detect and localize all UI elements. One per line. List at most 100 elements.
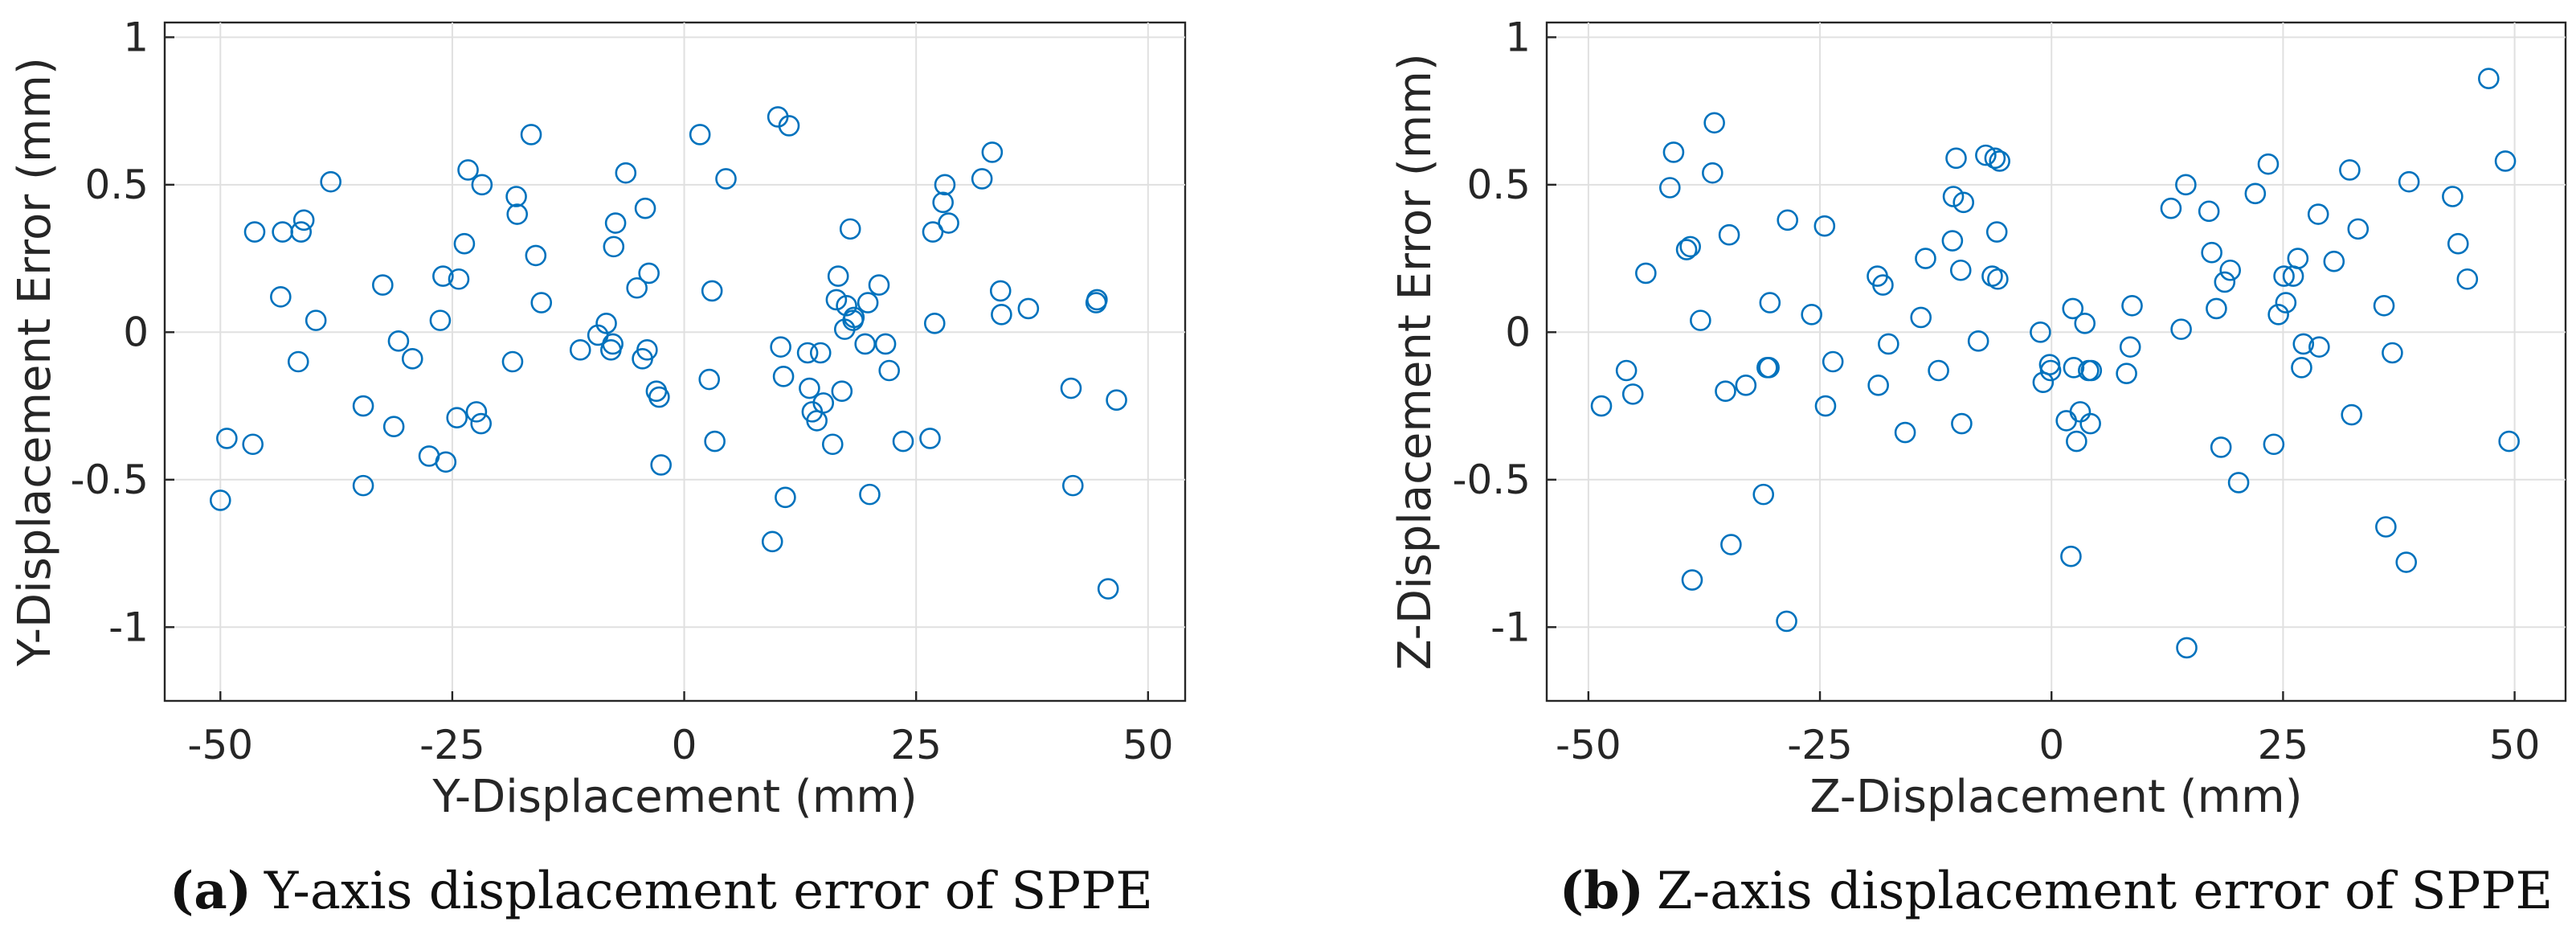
panel-b-data-point bbox=[2063, 357, 2085, 379]
panel-b: -50 -25 0 25 50 -1 -0.5 0 0.5 1 Z-Displacement (m… bbox=[1389, 14, 2567, 921]
panel-a-data-point bbox=[836, 294, 857, 317]
panel-b-data-point bbox=[1702, 162, 1723, 184]
panel-b-data-point bbox=[2060, 545, 2082, 567]
panel-b-data-point bbox=[1777, 209, 1799, 231]
panel-b-data-point bbox=[1813, 215, 1836, 237]
panel-b-data-point bbox=[2263, 433, 2285, 456]
panel-b-ticks: -50 -25 0 25 50 -1 -0.5 0 0.5 1 bbox=[1452, 14, 2540, 768]
panel-b-data-point bbox=[2494, 150, 2517, 172]
panel-b-data-point bbox=[1635, 262, 1657, 285]
panel-a-x-tick-label: -50 bbox=[187, 722, 253, 768]
panel-b-data-point bbox=[1718, 223, 1740, 246]
panel-b-data-point bbox=[1615, 359, 1638, 382]
panel-b-data-point bbox=[2308, 336, 2330, 358]
panel-a-y-tick-label: 0.5 bbox=[84, 162, 149, 208]
panel-b-data-point bbox=[2210, 436, 2232, 458]
panel-b-data-point bbox=[2498, 430, 2520, 453]
panel-a-data-point bbox=[839, 218, 861, 240]
panel-a-data-point bbox=[595, 312, 617, 334]
panel-b-y-tick-label: 1 bbox=[1505, 14, 1531, 60]
panel-b-data-point bbox=[1801, 303, 1822, 326]
panel-b-data-point bbox=[1928, 359, 1949, 382]
panel-b-data-point bbox=[2116, 363, 2137, 384]
panel-b-data-point bbox=[2292, 333, 2315, 355]
panel-b-x-axis-label: Z-Displacement (mm) bbox=[1809, 771, 2302, 823]
panel-b-data-point bbox=[2382, 342, 2403, 364]
panel-b-data-point bbox=[2442, 186, 2464, 207]
panel-b-data-point bbox=[1659, 177, 1681, 199]
panel-a-data-point bbox=[457, 159, 479, 181]
panel-b-data-point bbox=[2201, 241, 2222, 264]
panel-a-data-point bbox=[615, 162, 637, 184]
panel-a-data-point bbox=[919, 428, 941, 449]
panel-a-axes-frame bbox=[163, 21, 1187, 702]
panel-b-data-point bbox=[2206, 297, 2227, 320]
panel-a-data-point bbox=[932, 191, 954, 214]
panel-a-data-point bbox=[435, 451, 457, 473]
panel-a-data-point bbox=[216, 428, 238, 449]
panel-b-data-point bbox=[1951, 412, 1973, 435]
panel-b-data-point bbox=[2341, 403, 2363, 426]
panel-a-points bbox=[209, 106, 1127, 600]
panel-b-data-point bbox=[2257, 153, 2280, 175]
panel-b-data-point bbox=[1703, 112, 1725, 134]
panel-a-data-point bbox=[270, 285, 292, 308]
panel-b-data-point bbox=[2062, 297, 2084, 320]
panel-a-data-point bbox=[209, 489, 231, 511]
panel-a-data-point bbox=[242, 433, 264, 456]
panel-a-data-point bbox=[1017, 297, 1040, 320]
panel-b-caption: (b) Z-axis displacement error of SPPE bbox=[1560, 861, 2554, 921]
panel-a-data-point bbox=[1097, 578, 1119, 600]
panel-b-x-tick-label: 50 bbox=[2489, 722, 2541, 768]
panel-a-data-point bbox=[989, 280, 1012, 302]
panel-a-data-point bbox=[778, 115, 800, 137]
panel-a-data-point bbox=[689, 124, 711, 145]
panel-a-y-tick-label: 1 bbox=[123, 14, 149, 60]
panel-a-data-point bbox=[701, 280, 723, 302]
panel-b-data-point bbox=[1621, 383, 1644, 405]
panel-a-data-point bbox=[505, 186, 527, 207]
panel-b-data-point bbox=[2080, 359, 2103, 382]
panel-a-data-point bbox=[859, 483, 881, 506]
panel-b-data-point bbox=[1814, 395, 1837, 417]
panel-a-data-point bbox=[938, 212, 959, 234]
panel-b-data-point bbox=[1679, 236, 1701, 258]
panel-a-x-tick-label: 0 bbox=[672, 722, 697, 768]
panel-b-data-point bbox=[1681, 569, 1703, 591]
panel-a-data-point bbox=[352, 474, 374, 497]
panel-a: -50 -25 0 25 50 -1 -0.5 0 0.5 1 Y-Displacement (m… bbox=[9, 14, 1187, 921]
panel-b-data-point bbox=[2395, 551, 2418, 573]
panel-a-data-point bbox=[290, 221, 313, 243]
panel-a-data-point bbox=[470, 412, 493, 435]
panel-a-data-point bbox=[401, 348, 423, 370]
panel-b-data-point bbox=[1985, 221, 2008, 243]
panel-a-data-point bbox=[603, 236, 625, 258]
panel-a-data-point bbox=[922, 221, 944, 243]
panel-a-grid bbox=[165, 23, 1185, 701]
panel-b-data-point bbox=[1987, 268, 2009, 290]
panel-b-y-tick-label: -0.5 bbox=[1452, 457, 1531, 503]
panel-a-data-point bbox=[923, 312, 946, 334]
panel-a-data-point bbox=[530, 292, 553, 313]
panel-b-data-point bbox=[2160, 197, 2182, 219]
panel-b-data-point bbox=[1984, 147, 2006, 170]
panel-a-data-point bbox=[843, 306, 865, 329]
panel-a-data-point bbox=[626, 276, 648, 299]
panel-b-data-point bbox=[2307, 203, 2329, 225]
panel-b-data-point bbox=[1975, 144, 1997, 166]
panel-a-y-tick-label: 0 bbox=[123, 309, 149, 355]
panel-a-caption: (a) Y-axis displacement error of SPPE bbox=[170, 861, 1153, 921]
panel-a-data-point bbox=[704, 430, 726, 453]
panel-a-data-point bbox=[506, 203, 529, 225]
panel-a-caption-label: (a) bbox=[170, 861, 251, 921]
panel-b-data-point bbox=[2074, 312, 2096, 334]
panel-b-data-point bbox=[1720, 534, 1742, 555]
panel-a-data-point bbox=[1060, 377, 1082, 399]
panel-b-points bbox=[1590, 68, 2520, 659]
panel-a-ticks: -50 -25 0 25 50 -1 -0.5 0 0.5 1 bbox=[70, 14, 1173, 768]
panel-a-data-point bbox=[715, 168, 737, 190]
panel-a-data-point bbox=[1086, 289, 1108, 311]
panel-b-data-point bbox=[2170, 318, 2192, 340]
panel-a-data-point bbox=[448, 268, 470, 290]
